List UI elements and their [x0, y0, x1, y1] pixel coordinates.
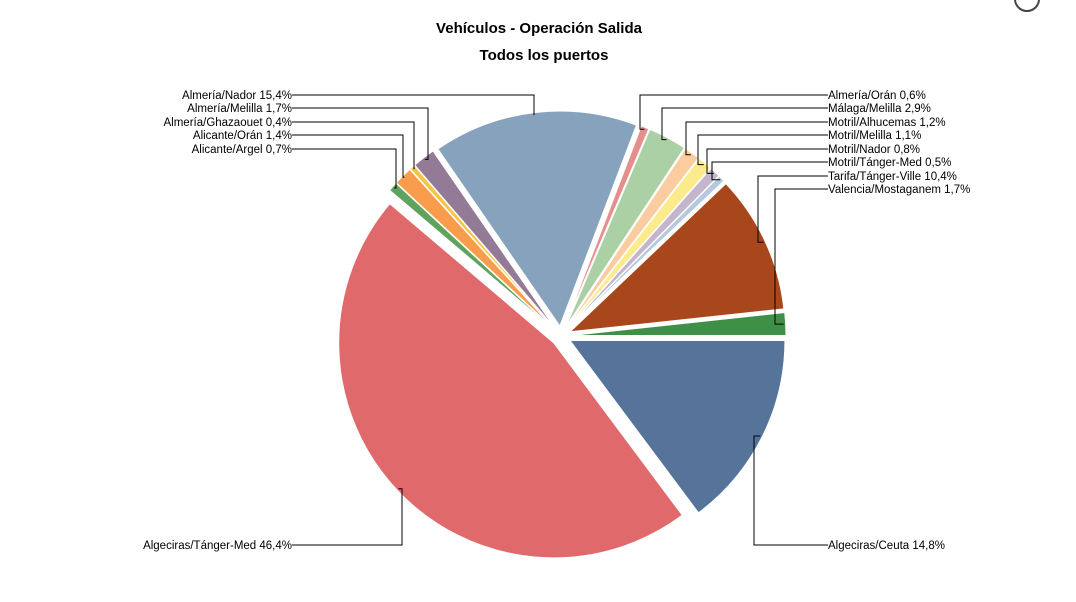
slice-label: Málaga/Melilla 2,9% — [828, 103, 931, 115]
slice-label: Almería/Nador 15,4% — [182, 90, 292, 102]
slice-label: Motril/Nador 0,8% — [828, 144, 920, 156]
leader-line — [639, 94, 828, 130]
chart-subtitle: Todos los puertos — [480, 47, 609, 64]
pie-slice — [567, 175, 725, 330]
slice-label: Alicante/Argel 0,7% — [192, 144, 292, 156]
leader-line — [697, 134, 828, 166]
pie-slice — [414, 150, 556, 329]
pie-slice — [338, 203, 683, 559]
leader-line — [774, 188, 828, 325]
leader-line — [292, 488, 403, 546]
slice-label: Algeciras/Ceuta 14,8% — [828, 540, 945, 552]
pie-slice — [565, 128, 686, 328]
pie-slices — [338, 110, 787, 559]
slice-label: Valencia/Mostaganem 1,7% — [828, 184, 970, 196]
slice-label: Almería/Melilla 1,7% — [187, 103, 292, 115]
pie-slice — [570, 311, 787, 336]
leader-line — [292, 134, 405, 178]
leader-line — [292, 107, 429, 160]
slice-label: Almería/Ghazaouet 0,4% — [164, 117, 293, 129]
leader-line — [292, 121, 415, 170]
slice-label: Motril/Tánger-Med 0,5% — [828, 157, 951, 169]
leader-line — [706, 148, 828, 174]
leader-line — [711, 161, 828, 181]
leader-lines — [292, 94, 828, 546]
slice-label: Motril/Alhucemas 1,2% — [828, 117, 946, 129]
slice-label: Alicante/Orán 1,4% — [193, 130, 292, 142]
pie-slice — [566, 147, 700, 329]
leader-line — [753, 435, 828, 546]
slice-label: Algeciras/Tánger-Med 46,4% — [143, 540, 292, 552]
leader-line — [292, 148, 397, 189]
pie-slice — [568, 339, 786, 514]
leader-line — [292, 94, 535, 116]
slice-label: Almería/Orán 0,6% — [828, 90, 926, 102]
pie-slice — [568, 182, 785, 333]
leader-line — [757, 175, 828, 243]
leader-line — [661, 107, 828, 141]
pie-slice — [567, 157, 712, 329]
slice-label: Tarifa/Tánger-Ville 10,4% — [828, 171, 957, 183]
slice-labels: Algeciras/Ceuta 14,8% Algeciras/Tánger-Me… — [143, 90, 970, 552]
slice-label: Motril/Melilla 1,1% — [828, 130, 921, 142]
pie-slice — [564, 125, 650, 327]
leader-line — [685, 121, 828, 156]
chart-title: Vehículos - Operación Salida — [436, 20, 643, 37]
